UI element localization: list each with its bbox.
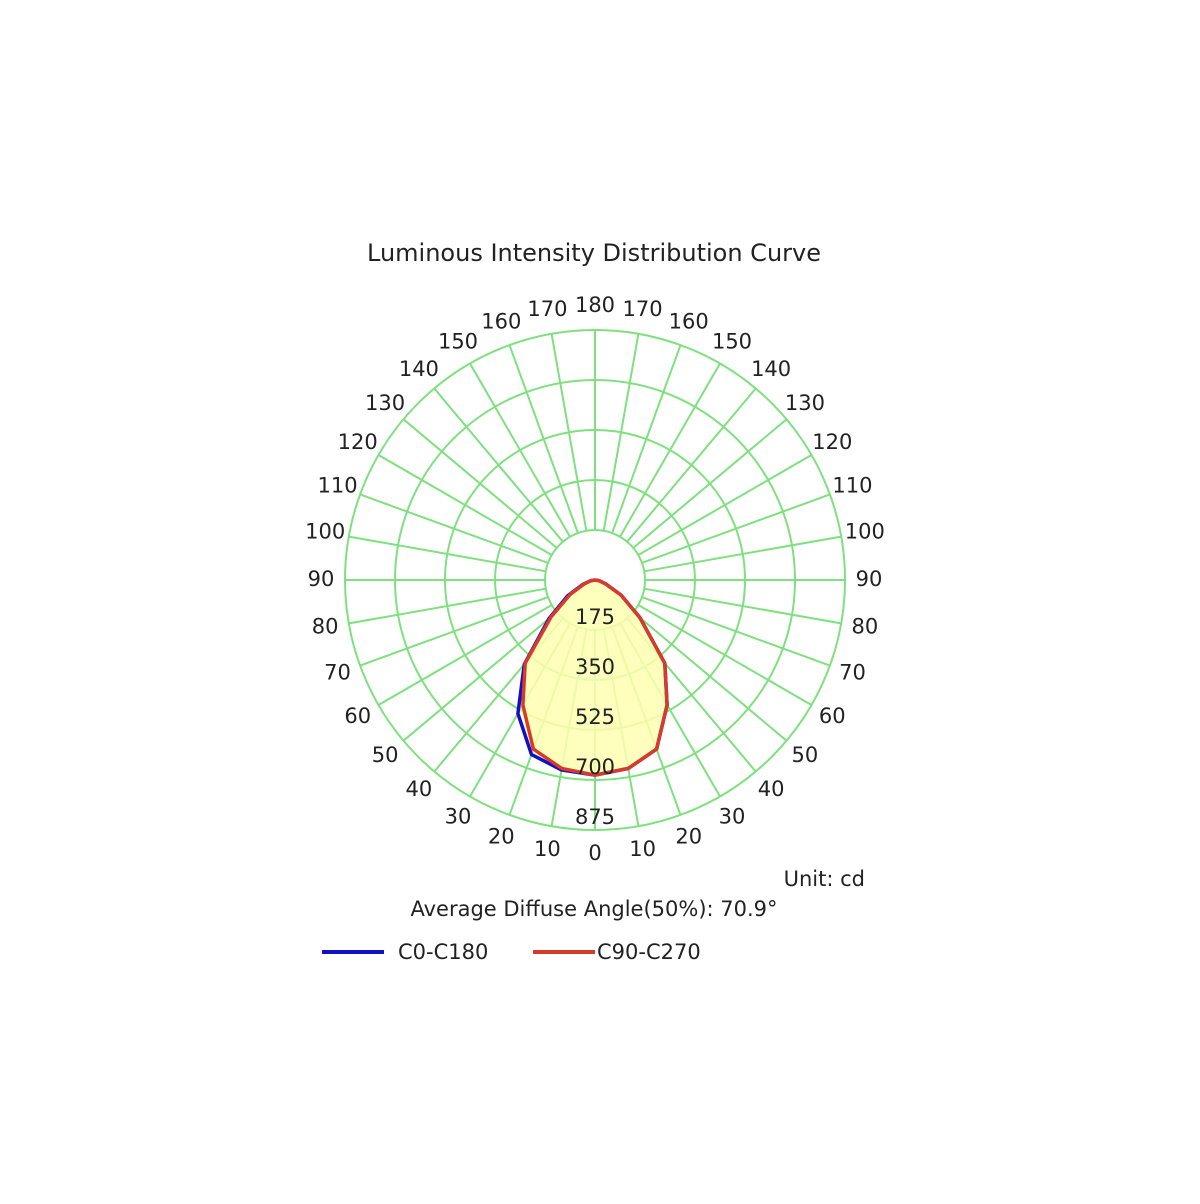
angle-label: 180	[575, 293, 615, 317]
angle-label: 50	[792, 743, 819, 767]
angle-label: 30	[719, 804, 746, 828]
angle-label: 10	[534, 837, 561, 861]
angle-label: 160	[481, 310, 521, 334]
angle-label: 110	[832, 473, 872, 497]
angle-label: 170	[623, 297, 663, 321]
angle-label: 120	[812, 430, 852, 454]
angle-label: 120	[338, 430, 378, 454]
radial-label: 175	[575, 605, 615, 629]
radial-label: 525	[575, 705, 615, 729]
angle-label: 150	[712, 330, 752, 354]
angle-label: 90	[308, 567, 335, 591]
angle-label: 140	[399, 357, 439, 381]
angle-label: 100	[305, 519, 345, 543]
angle-label: 30	[445, 804, 472, 828]
angle-label: 0	[588, 841, 601, 865]
ring	[344, 329, 846, 831]
legend-label: C0-C180	[398, 940, 488, 964]
angle-label: 80	[312, 615, 339, 639]
angle-label: 10	[629, 837, 656, 861]
curve-fill	[522, 580, 668, 776]
radial-label: 700	[575, 755, 615, 779]
curve	[521, 578, 669, 777]
radial-label: 350	[575, 655, 615, 679]
angle-label: 20	[675, 824, 702, 848]
chart-title: Luminous Intensity Distribution Curve	[367, 239, 821, 267]
angle-label: 160	[669, 310, 709, 334]
unit-label: Unit: cd	[784, 867, 865, 891]
angle-label: 60	[819, 704, 846, 728]
annotation: Average Diffuse Angle(50%): 70.9°	[410, 897, 777, 921]
angle-label: 80	[851, 615, 878, 639]
angle-label: 60	[344, 704, 371, 728]
ring	[394, 379, 796, 781]
angle-label: 130	[365, 391, 405, 415]
angle-label: 20	[488, 824, 515, 848]
angle-label: 90	[856, 567, 883, 591]
angle-label: 110	[317, 473, 357, 497]
legend-label: C90-C270	[597, 940, 701, 964]
angle-label: 70	[839, 661, 866, 685]
angle-label: 40	[758, 777, 785, 801]
angle-label: 140	[751, 357, 791, 381]
angle-label: 100	[845, 519, 885, 543]
angle-label: 150	[438, 330, 478, 354]
angle-label: 50	[372, 743, 399, 767]
angle-label: 130	[785, 391, 825, 415]
angle-label: 40	[406, 777, 433, 801]
angle-label: 70	[324, 661, 351, 685]
radial-label: 875	[575, 805, 615, 829]
angle-label: 170	[527, 297, 567, 321]
